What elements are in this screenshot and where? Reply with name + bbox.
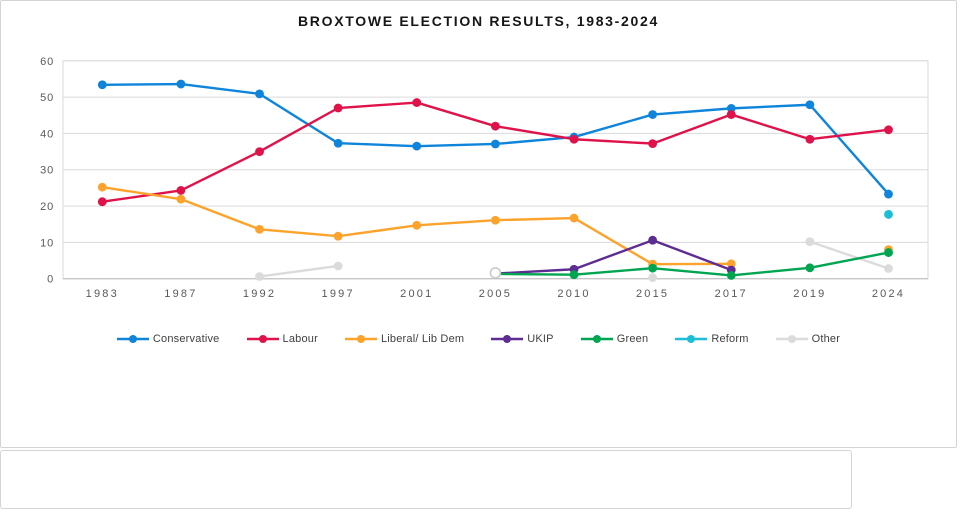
y-axis-tick: 40 <box>40 128 54 140</box>
data-point-liberal-lib-dem <box>412 220 422 230</box>
series-line-conservative <box>101 82 890 196</box>
data-point-other <box>489 267 502 279</box>
series-line-green <box>494 251 890 277</box>
data-point-labour <box>884 125 893 135</box>
data-point-labour <box>333 103 343 113</box>
chart-title: BROXTOWE ELECTION RESULTS, 1983-2024 <box>298 13 659 29</box>
data-point-conservative <box>648 110 658 119</box>
data-point-labour <box>176 186 186 195</box>
data-point-liberal-lib-dem <box>726 259 736 269</box>
series-line-labour <box>101 101 890 203</box>
x-axis-tick: 2019 <box>793 288 826 300</box>
legend-label: Liberal/ Lib Dem <box>380 333 465 345</box>
legend-label: UKIP <box>527 333 554 345</box>
data-point-other <box>255 272 264 281</box>
legend-marker-icon <box>344 335 377 343</box>
legend-item-conservative: Conservative <box>116 333 220 345</box>
y-axis-tick: 0 <box>47 274 54 286</box>
legend-label: Conservative <box>152 333 220 345</box>
data-point-green <box>648 263 658 273</box>
data-point-conservative <box>97 80 107 90</box>
legend-marker-icon <box>775 335 808 343</box>
legend-label: Labour <box>282 333 318 345</box>
data-point-liberal-lib-dem <box>255 224 264 234</box>
data-point-liberal-lib-dem <box>176 194 186 204</box>
data-point-conservative <box>491 139 500 149</box>
data-point-conservative <box>726 103 736 113</box>
series-line-other <box>258 264 340 278</box>
legend-item-other: Other <box>775 333 841 345</box>
plot-area: 0 10 20 30 40 50 60 1983 1987 1992 1997 2001 2005 201… <box>40 56 929 300</box>
data-point-labour <box>648 139 658 149</box>
legend-item-liberal-lib-dem: Liberal/ Lib Dem <box>344 333 465 345</box>
data-point-other <box>648 273 658 283</box>
data-point-green <box>805 263 815 273</box>
data-point-labour <box>491 121 500 131</box>
y-axis-tick: 50 <box>40 92 54 104</box>
data-point-other <box>333 261 343 271</box>
x-axis-tick: 1983 <box>86 288 119 300</box>
x-axis-tick: 1997 <box>322 288 355 300</box>
legend-marker-icon <box>116 335 149 343</box>
data-point-green <box>569 270 579 280</box>
x-axis-tick: 1987 <box>164 288 197 300</box>
data-point-other <box>884 264 893 273</box>
data-point-reform <box>884 210 893 219</box>
data-point-labour <box>569 134 579 144</box>
x-axis-tick: 1992 <box>243 288 276 300</box>
y-axis-tick: 30 <box>40 165 54 177</box>
data-point-ukip <box>648 235 658 245</box>
x-axis-tick: 2005 <box>479 288 512 300</box>
legend-item-reform: Reform <box>675 333 748 345</box>
y-axis-tick: 10 <box>40 237 54 249</box>
x-axis-tick: 2024 <box>872 288 905 300</box>
x-axis-tick: 2010 <box>557 288 590 300</box>
chart-legend: Conservative Labour Liberal/ Lib Dem UKIP Gr… <box>1 333 956 345</box>
legend-marker-icon <box>491 335 524 343</box>
data-point-conservative <box>176 79 186 89</box>
legend-label: Other <box>811 333 841 345</box>
data-point-green <box>884 248 893 257</box>
bottom-panel <box>0 450 852 509</box>
data-point-liberal-lib-dem <box>491 215 500 225</box>
data-point-conservative <box>333 138 343 148</box>
data-point-conservative <box>255 89 264 99</box>
x-axis-tick: 2001 <box>400 288 433 300</box>
data-point-labour <box>805 134 815 144</box>
data-point-labour <box>726 110 736 119</box>
y-axis-tick: 20 <box>40 201 54 213</box>
legend-item-ukip: UKIP <box>491 333 554 345</box>
data-point-conservative <box>884 189 893 199</box>
x-axis-tick: 2017 <box>715 288 748 300</box>
data-point-labour <box>97 197 107 207</box>
legend-item-green: Green <box>580 333 649 345</box>
y-axis-tick: 60 <box>40 56 54 68</box>
data-point-other <box>805 237 815 247</box>
legend-marker-icon <box>246 335 279 343</box>
legend-label: Green <box>616 333 649 345</box>
data-point-green <box>726 271 736 280</box>
data-point-liberal-lib-dem <box>97 182 107 192</box>
data-point-labour <box>412 98 422 107</box>
series-line-other <box>808 240 890 270</box>
chart-canvas[interactable]: BROXTOWE ELECTION RESULTS, 1983-2024 0 10… <box>0 0 957 448</box>
legend-item-labour: Labour <box>246 333 318 345</box>
series-line-ukip <box>494 239 733 275</box>
legend-marker-icon <box>675 335 708 343</box>
data-point-liberal-lib-dem <box>333 231 343 241</box>
data-point-conservative <box>805 100 815 110</box>
x-axis-tick: 2015 <box>636 288 669 300</box>
legend-label: Reform <box>711 333 749 345</box>
data-point-conservative <box>412 141 422 151</box>
data-point-liberal-lib-dem <box>569 213 579 223</box>
data-point-labour <box>255 147 264 156</box>
legend-marker-icon <box>580 335 613 343</box>
